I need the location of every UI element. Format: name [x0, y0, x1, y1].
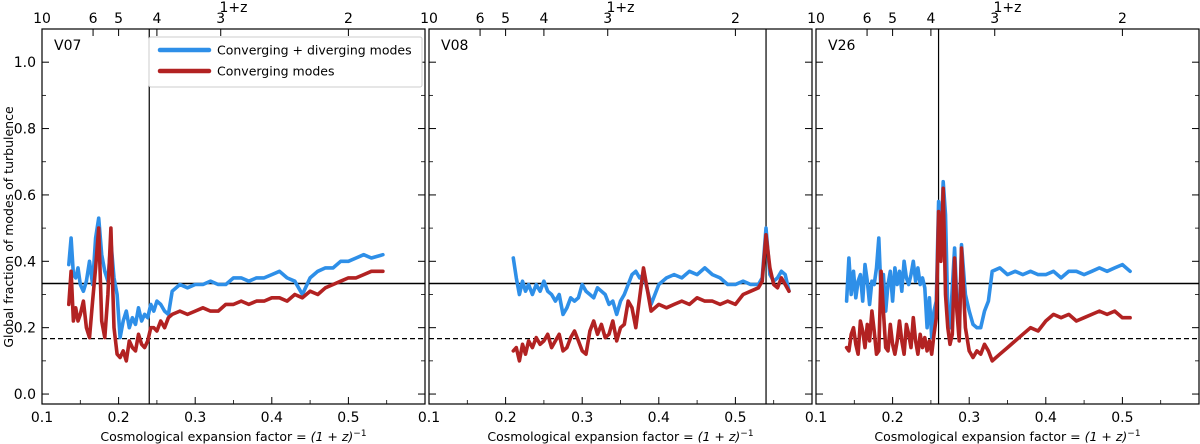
y-tick-label: 0.6: [14, 188, 36, 204]
x-tick-label: 0.5: [724, 410, 746, 426]
top-tick-label: 3: [216, 11, 225, 27]
x-tick-label: 0.5: [1111, 410, 1133, 426]
top-tick-label: 2: [344, 11, 353, 27]
panel-frame: [428, 28, 813, 405]
top-axis-title: 1+z: [220, 0, 248, 16]
x-axis-title-exponent: −1: [353, 429, 366, 439]
panel-label: V08: [441, 38, 468, 54]
series-group: [844, 179, 1132, 363]
x-axis-title: Cosmological expansion factor = (1 + z)−…: [874, 429, 1140, 444]
y-tick-label: 1.0: [14, 55, 36, 71]
top-tick-label: 6: [863, 11, 872, 27]
top-tick-label: 2: [731, 11, 740, 27]
top-tick-label: 10: [33, 11, 51, 27]
top-tick-label: 2: [1118, 11, 1127, 27]
legend-label-total: Converging + diverging modes: [217, 43, 412, 58]
panel-label: V07: [54, 38, 81, 54]
legend: Converging + diverging modes Converging …: [148, 36, 423, 88]
y-axis-title: Global fraction of modes of turbulence: [1, 106, 16, 348]
x-tick-label: 0.1: [418, 410, 440, 426]
panel-v08: 0.1 0.2 0.3 0.4 0.5 10 6 5 4 3 2 1+z V08 Cosmological…: [418, 0, 813, 444]
y-tick-label: 0.4: [14, 254, 36, 270]
top-tick-label: 3: [990, 11, 999, 27]
y-tick-label: 0.8: [14, 122, 36, 138]
x-axis-title-exponent: −1: [740, 429, 753, 439]
y-tick-label: 0.0: [14, 387, 36, 403]
x-tick-label: 0.1: [805, 410, 827, 426]
x-tick-label: 0.2: [107, 410, 129, 426]
series-line-converging: [511, 233, 791, 363]
x-tick-label: 0.5: [337, 410, 359, 426]
panel-v26: 0.1 0.2 0.3 0.4 0.5 10 6 5 4 3 2 1+z V26 Cosmological…: [805, 0, 1200, 444]
x-axis-title-text: Cosmological expansion factor =: [874, 429, 1084, 444]
x-tick-label: 0.3: [184, 410, 206, 426]
panels: 0.1 0.2 0.3 0.4 0.50.00.20.40.60.81.010 6 5 4 3 2…: [14, 0, 1200, 444]
panel-label: V26: [828, 38, 855, 54]
x-tick-label: 0.1: [31, 410, 53, 426]
legend-frame: [148, 36, 423, 88]
x-tick-label: 0.2: [881, 410, 903, 426]
top-tick-label: 5: [114, 11, 123, 27]
top-tick-label: 5: [501, 11, 510, 27]
top-tick-label: 3: [603, 11, 612, 27]
top-tick-label: 6: [476, 11, 485, 27]
x-axis-title-formula: (1 + z): [311, 429, 354, 444]
y-tick-label: 0.2: [14, 321, 36, 337]
top-tick-label: 5: [888, 11, 897, 27]
legend-label-converging: Converging modes: [217, 64, 335, 79]
x-axis-title-text: Cosmological expansion factor =: [487, 429, 697, 444]
series-line-total: [511, 226, 791, 317]
top-tick-label: 6: [89, 11, 98, 27]
x-axis-title-formula: (1 + z): [1085, 429, 1128, 444]
panel-v07: 0.1 0.2 0.3 0.4 0.5 0.0 0.2 0.4 0.6 0.8 1.0 10 6 5 4 3 2…: [14, 0, 426, 444]
series-line-total: [844, 179, 1132, 340]
x-axis-title-exponent: −1: [1127, 429, 1140, 439]
x-tick-label: 0.3: [958, 410, 980, 426]
top-axis-title: 1+z: [607, 0, 635, 16]
series-group: [67, 216, 385, 363]
x-axis-title-text: Cosmological expansion factor =: [100, 429, 310, 444]
series-line-converging: [844, 186, 1132, 363]
top-tick-label: 10: [807, 11, 825, 27]
x-axis-title: Cosmological expansion factor = (1 + z)−…: [100, 429, 366, 444]
series-group: [511, 226, 791, 363]
x-tick-label: 0.4: [648, 410, 670, 426]
x-tick-label: 0.2: [494, 410, 516, 426]
series-line-total: [67, 216, 385, 340]
x-tick-label: 0.3: [571, 410, 593, 426]
top-tick-label: 4: [152, 11, 161, 27]
series-line-converging: [67, 226, 385, 363]
x-axis-title: Cosmological expansion factor = (1 + z)−…: [487, 429, 753, 444]
x-tick-label: 0.4: [261, 410, 283, 426]
top-tick-label: 4: [926, 11, 935, 27]
top-axis-title: 1+z: [994, 0, 1022, 16]
x-tick-label: 0.4: [1035, 410, 1057, 426]
top-tick-label: 4: [539, 11, 548, 27]
x-axis-title-formula: (1 + z): [698, 429, 741, 444]
top-tick-label: 10: [420, 11, 438, 27]
